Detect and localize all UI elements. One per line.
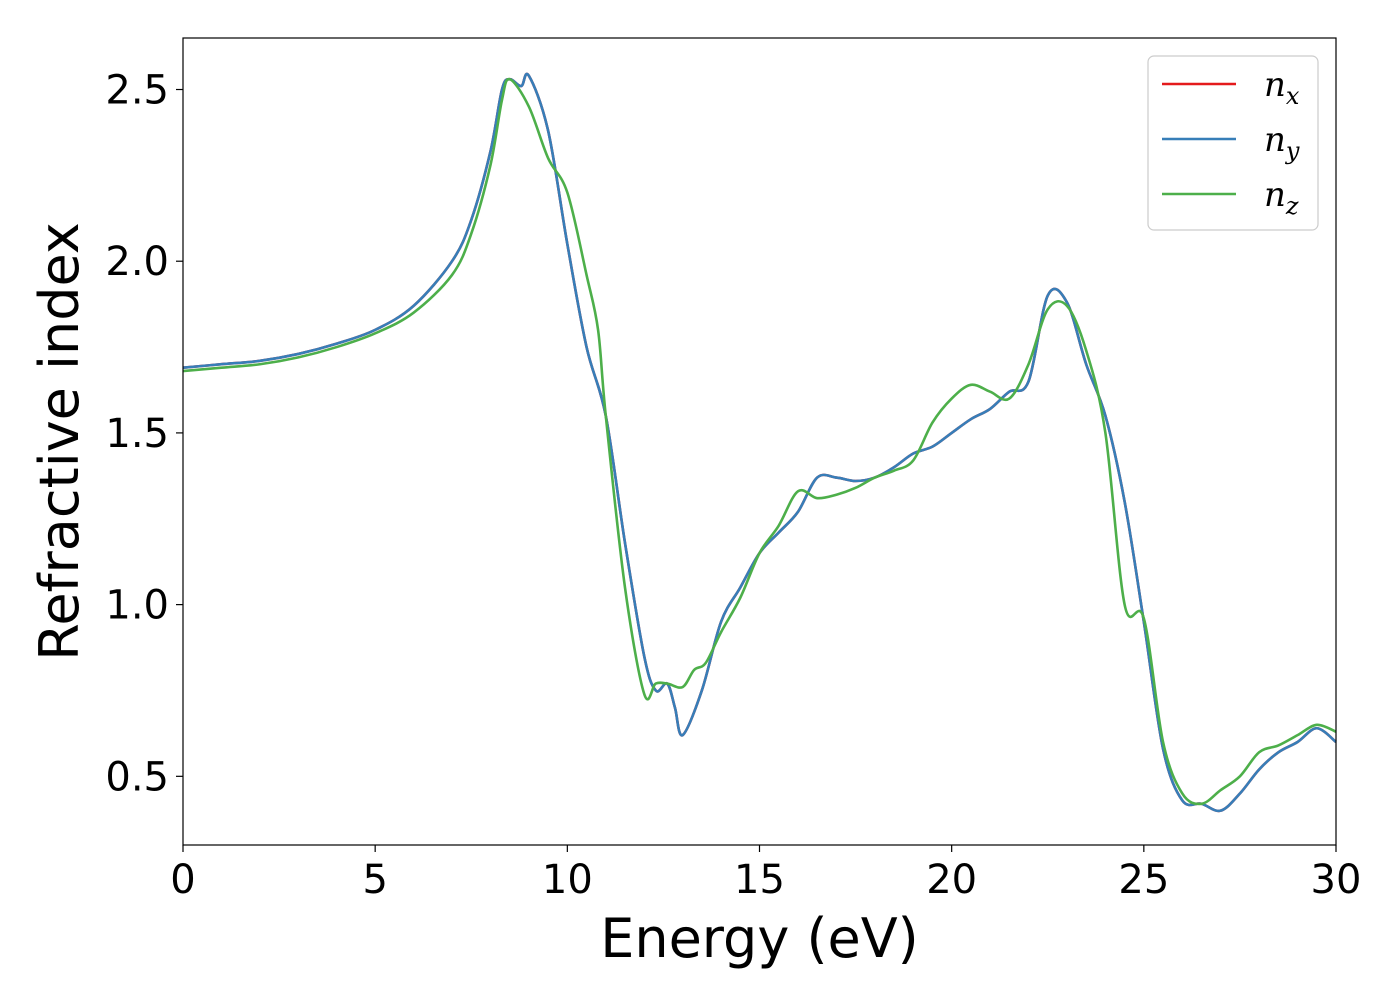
x-tick-label: 0: [170, 857, 195, 903]
series-line-n-y: [182, 72, 1337, 813]
x-tick-label: 20: [926, 857, 977, 903]
x-tick-label: 15: [734, 857, 785, 903]
legend: nx ny nz: [1147, 55, 1319, 231]
y-tick-label: 2.5: [105, 68, 169, 114]
y-axis-label: Refractive index: [28, 222, 91, 661]
legend-label: ny: [1264, 120, 1300, 165]
x-ticks: 0 5 10 15 20 25 30: [170, 845, 1361, 903]
legend-label: nx: [1264, 65, 1300, 110]
series-lines: [182, 72, 1337, 813]
legend-label: nz: [1264, 175, 1299, 220]
y-ticks: 0.5 1.0 1.5 2.0 2.5: [105, 68, 183, 800]
y-tick-label: 0.5: [105, 754, 169, 800]
x-tick-label: 30: [1311, 857, 1362, 903]
y-tick-label: 1.0: [105, 583, 169, 629]
x-tick-label: 5: [362, 857, 387, 903]
y-tick-label: 2.0: [105, 239, 169, 285]
series-line-n-z: [182, 77, 1337, 806]
x-tick-label: 25: [1118, 857, 1169, 903]
x-tick-label: 10: [542, 857, 593, 903]
x-axis-label: Energy (eV): [600, 907, 919, 970]
y-tick-label: 1.5: [105, 411, 169, 457]
legend-box: [1147, 55, 1319, 231]
